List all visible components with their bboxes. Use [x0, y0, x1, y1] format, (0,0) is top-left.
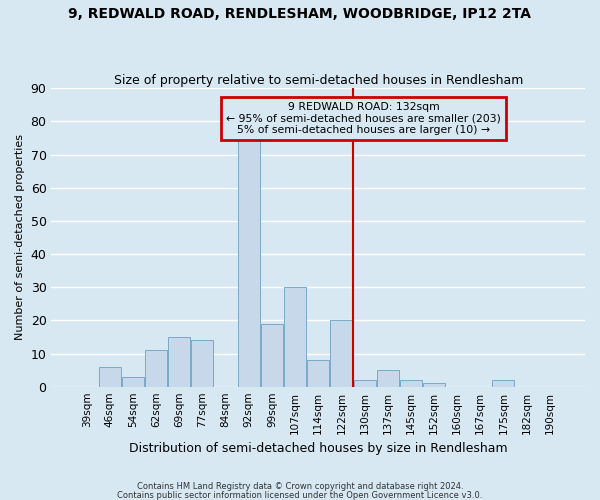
Bar	[145, 350, 167, 387]
Bar	[284, 287, 306, 386]
Bar	[122, 376, 144, 386]
Bar	[168, 337, 190, 386]
Bar	[99, 367, 121, 386]
Bar	[423, 384, 445, 386]
Bar	[191, 340, 214, 386]
Bar	[493, 380, 514, 386]
Y-axis label: Number of semi-detached properties: Number of semi-detached properties	[15, 134, 25, 340]
Text: Contains HM Land Registry data © Crown copyright and database right 2024.: Contains HM Land Registry data © Crown c…	[137, 482, 463, 491]
Title: Size of property relative to semi-detached houses in Rendlesham: Size of property relative to semi-detach…	[113, 74, 523, 87]
Bar	[238, 134, 260, 386]
Text: 9 REDWALD ROAD: 132sqm
← 95% of semi-detached houses are smaller (203)
5% of sem: 9 REDWALD ROAD: 132sqm ← 95% of semi-det…	[226, 102, 501, 135]
Bar	[261, 324, 283, 386]
Bar	[400, 380, 422, 386]
Bar	[307, 360, 329, 386]
X-axis label: Distribution of semi-detached houses by size in Rendlesham: Distribution of semi-detached houses by …	[129, 442, 508, 455]
Bar	[377, 370, 398, 386]
Text: Contains public sector information licensed under the Open Government Licence v3: Contains public sector information licen…	[118, 491, 482, 500]
Text: 9, REDWALD ROAD, RENDLESHAM, WOODBRIDGE, IP12 2TA: 9, REDWALD ROAD, RENDLESHAM, WOODBRIDGE,…	[68, 8, 532, 22]
Bar	[331, 320, 352, 386]
Bar	[353, 380, 376, 386]
